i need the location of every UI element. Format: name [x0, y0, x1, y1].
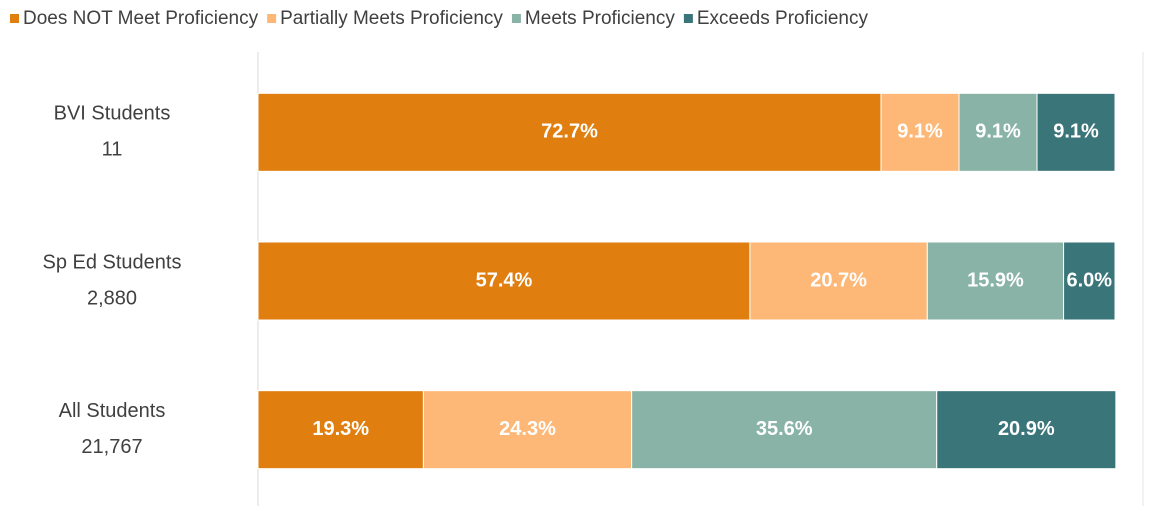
bar-segment: [257, 390, 424, 470]
category-count: 11: [102, 139, 123, 161]
data-label: 19.3%: [312, 418, 369, 440]
bar-segment: [958, 92, 1038, 172]
bar-segment: [257, 92, 882, 172]
bar-segment: [926, 241, 1065, 321]
legend-swatch: [511, 14, 521, 23]
bar-segment: [1036, 92, 1116, 172]
data-label: 20.7%: [810, 269, 867, 291]
bar-segment: [1063, 241, 1116, 321]
data-label: 20.9%: [998, 418, 1055, 440]
data-label: 72.7%: [541, 121, 598, 143]
category-label: Sp Ed Students: [43, 251, 182, 273]
legend-label: Does NOT Meet Proficiency: [23, 8, 259, 29]
legend-label: Partially Meets Proficiency: [280, 8, 503, 29]
bar-segment: [936, 390, 1117, 470]
category-label: BVI Students: [54, 103, 171, 125]
legend-swatch: [267, 14, 277, 23]
data-label: 24.3%: [499, 418, 556, 440]
data-label: 9.1%: [897, 121, 943, 143]
data-label: 35.6%: [756, 418, 813, 440]
category-count: 21,767: [81, 436, 142, 458]
data-label: 57.4%: [476, 269, 533, 291]
legend-swatch: [683, 14, 693, 23]
bar-segment: [631, 390, 938, 470]
data-label: 6.0%: [1066, 269, 1112, 291]
category-label: All Students: [59, 400, 166, 422]
bar-segment: [880, 92, 960, 172]
legend-label: Exceeds Proficiency: [697, 8, 869, 29]
bar-segment: [422, 390, 633, 470]
data-label: 9.1%: [975, 121, 1021, 143]
category-count: 2,880: [87, 287, 137, 309]
legend-swatch: [10, 14, 19, 23]
bar-segment: [749, 241, 928, 321]
data-label: 9.1%: [1053, 121, 1099, 143]
data-label: 15.9%: [967, 269, 1024, 291]
legend-label: Meets Proficiency: [525, 8, 675, 29]
